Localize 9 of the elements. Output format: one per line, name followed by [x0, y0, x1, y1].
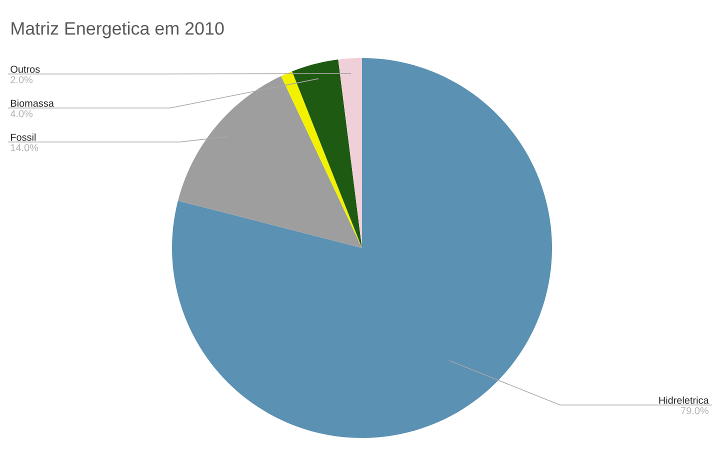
data-label: 2.0% — [10, 76, 33, 84]
chart-title: Matriz Energetica em 2010 — [12, 22, 224, 38]
data-label: 4.0% — [10, 110, 33, 118]
slice-label: Outros — [10, 66, 40, 73]
data-label: 79.0% — [681, 407, 708, 414]
slice-label: Biomassa — [11, 99, 54, 107]
slice-label: Fossil — [11, 133, 36, 141]
data-label: 14.0% — [10, 144, 38, 152]
slice-label: Hidreletrica — [659, 396, 709, 404]
